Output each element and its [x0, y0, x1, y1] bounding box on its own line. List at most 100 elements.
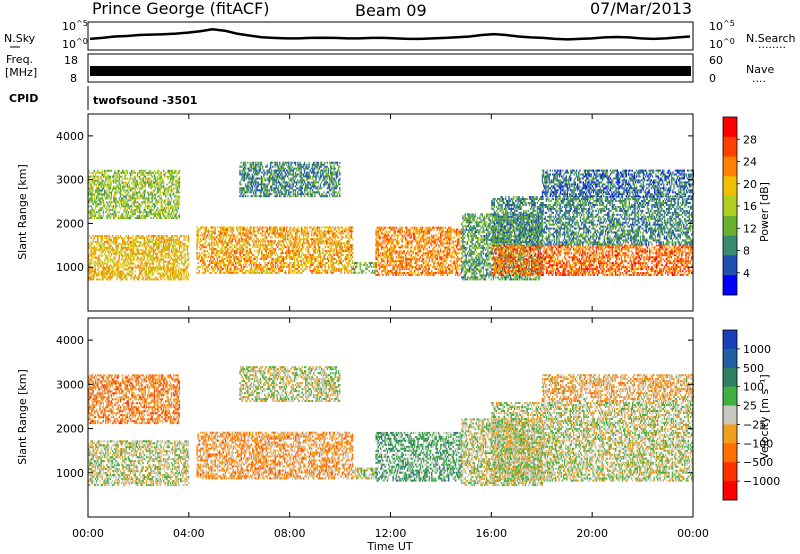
heatmap-cell [175, 180, 176, 182]
heatmap-cell [263, 254, 264, 256]
heatmap-cell [96, 184, 97, 186]
heatmap-cell [107, 261, 108, 263]
heatmap-cell [330, 246, 331, 248]
heatmap-cell [105, 235, 106, 237]
heatmap-cell [287, 195, 288, 197]
heatmap-cell [122, 249, 123, 251]
heatmap-cell [135, 176, 136, 178]
heatmap-cell [106, 273, 107, 275]
heatmap-cell [303, 270, 304, 272]
heatmap-cell [148, 276, 149, 278]
heatmap-cell [119, 251, 120, 253]
heatmap-cell [110, 188, 111, 190]
heatmap-cell [215, 264, 216, 266]
heatmap-cell [93, 209, 94, 211]
heatmap-cell [154, 259, 155, 261]
heatmap-cell [220, 227, 221, 229]
heatmap-cell [164, 207, 165, 209]
heatmap-cell [173, 213, 174, 215]
heatmap-cell [99, 247, 100, 249]
heatmap-cell [321, 262, 322, 264]
heatmap-cell [333, 262, 334, 264]
heatmap-cell [139, 269, 140, 271]
heatmap-cell [262, 179, 263, 181]
heatmap-cell [196, 248, 197, 250]
heatmap-cell [119, 203, 120, 205]
heatmap-cell [202, 266, 203, 268]
heatmap-cell [91, 217, 92, 219]
heatmap-cell [165, 217, 166, 219]
heatmap-cell [283, 252, 284, 254]
heatmap-cell [282, 166, 283, 168]
heatmap-cell [158, 239, 159, 241]
heatmap-cell [110, 237, 111, 239]
heatmap-cell [122, 217, 123, 219]
heatmap-cell [220, 232, 221, 234]
heatmap-cell [277, 272, 278, 274]
heatmap-cell [144, 207, 145, 209]
heatmap-cell [122, 170, 123, 172]
heatmap-cell [95, 174, 96, 176]
heatmap-cell [142, 180, 143, 182]
heatmap-cell [177, 188, 178, 190]
heatmap-cell [122, 178, 123, 180]
heatmap-cell [274, 242, 275, 244]
heatmap-cell [230, 242, 231, 244]
heatmap-cell [141, 184, 142, 186]
heatmap-cell [299, 244, 300, 246]
heatmap-cell [129, 199, 130, 201]
heatmap-cell [105, 170, 106, 172]
heatmap-cell [93, 194, 94, 196]
heatmap-cell [103, 188, 104, 190]
heatmap-cell [145, 276, 146, 278]
heatmap-cell [250, 229, 251, 231]
heatmap-cell [293, 227, 294, 229]
heatmap-cell [295, 168, 296, 170]
heatmap-cell [295, 185, 296, 187]
heatmap-cell [114, 271, 115, 273]
heatmap-cell [93, 190, 94, 192]
heatmap-cell [262, 242, 263, 244]
heatmap-cell [174, 199, 175, 201]
heatmap-cell [314, 193, 315, 195]
heatmap-cell [270, 250, 271, 252]
heatmap-cell [139, 271, 140, 273]
heatmap-cell [305, 254, 306, 256]
heatmap-cell [333, 252, 334, 254]
heatmap-cell [132, 259, 133, 261]
heatmap-cell [317, 270, 318, 272]
heatmap-cell [124, 251, 125, 253]
heatmap-cell [175, 186, 176, 188]
heatmap-cell [149, 265, 150, 267]
heatmap-cell [257, 246, 258, 248]
heatmap-cell [148, 245, 149, 247]
heatmap-cell [345, 244, 346, 246]
heatmap-cell [162, 259, 163, 261]
heatmap-cell [102, 195, 103, 197]
heatmap-cell [150, 217, 151, 219]
heatmap-cell [267, 227, 268, 229]
heatmap-cell [227, 266, 228, 268]
heatmap-cell [336, 268, 337, 270]
heatmap-cell [156, 217, 157, 219]
heatmap-cell [164, 267, 165, 269]
heatmap-cell [139, 276, 140, 278]
heatmap-cell [169, 261, 170, 263]
heatmap-cell [139, 209, 140, 211]
heatmap-cell [165, 273, 166, 275]
heatmap-cell [179, 251, 180, 253]
heatmap-cell [224, 234, 225, 236]
heatmap-cell [311, 232, 312, 234]
heatmap-cell [293, 254, 294, 256]
heatmap-cell [148, 194, 149, 196]
heatmap-cell [112, 274, 113, 276]
heatmap-cell [250, 187, 251, 189]
heatmap-cell [300, 272, 301, 274]
heatmap-cell [252, 162, 253, 164]
heatmap-cell [204, 254, 205, 256]
heatmap-cell [165, 243, 166, 245]
heatmap-cell [302, 244, 303, 246]
heatmap-cell [345, 230, 346, 232]
heatmap-cell [95, 271, 96, 273]
heatmap-cell [129, 217, 130, 219]
